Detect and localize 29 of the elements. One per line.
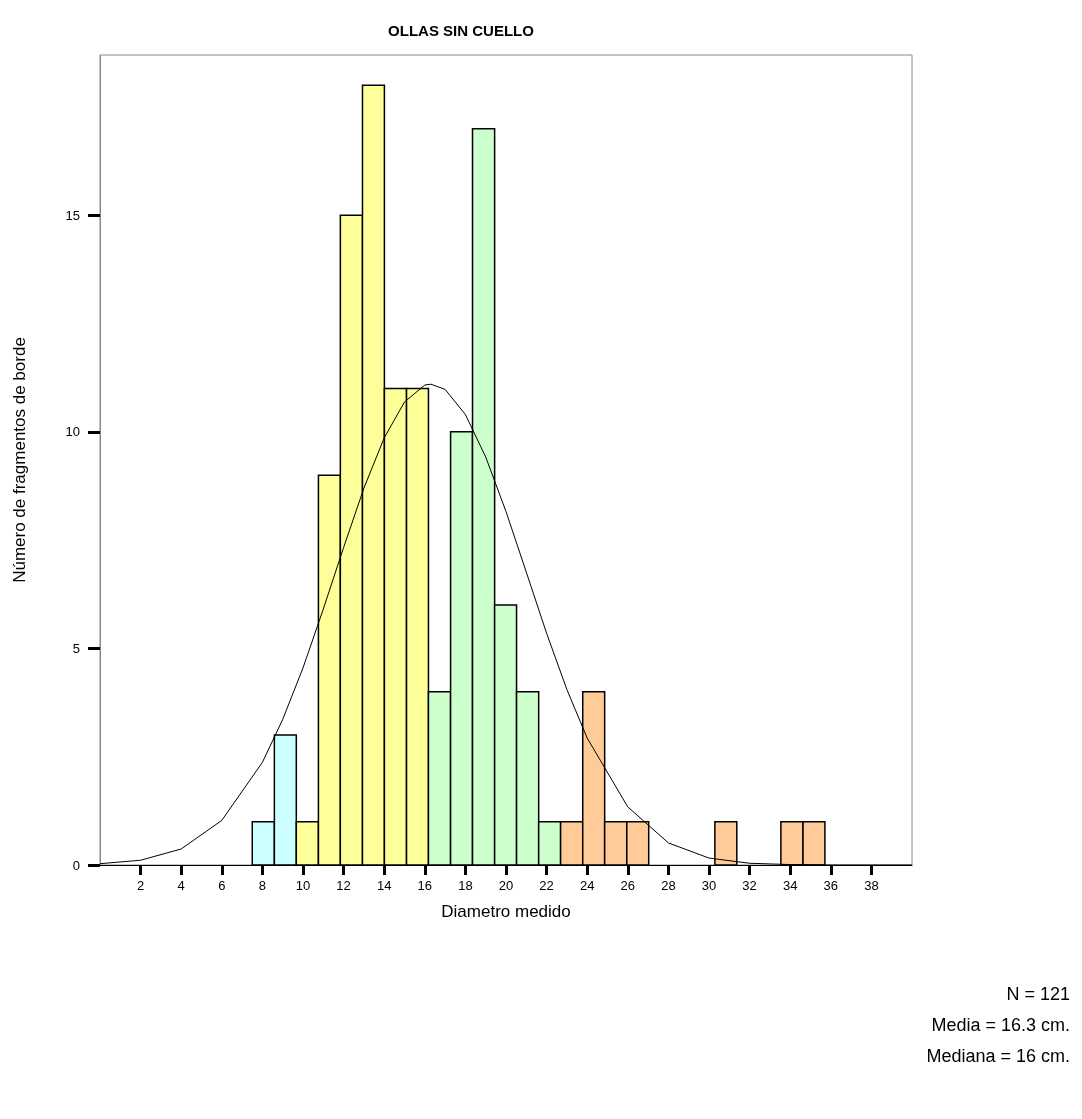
x-tick-label: 24 — [579, 878, 595, 893]
x-tick-label: 6 — [218, 878, 226, 893]
x-tick-label: 20 — [498, 878, 514, 893]
y-axis-title: Número de fragmentos de borde — [10, 337, 29, 583]
chart-title: OLLAS SIN CUELLO — [388, 22, 535, 39]
x-tick-label: 16 — [417, 878, 433, 893]
x-tick-label: 36 — [823, 878, 839, 893]
x-tick-label: 2 — [136, 878, 145, 893]
x-tick-label: 26 — [620, 878, 636, 893]
text: Media = 16.3 cm. — [931, 1015, 1070, 1035]
text: N = 121 — [1006, 984, 1070, 1004]
x-tick-label: 10 — [295, 878, 311, 893]
x-tick-label: 8 — [258, 878, 267, 893]
x-tick-label: 38 — [864, 878, 879, 893]
x-tick-label: 30 — [701, 878, 717, 893]
x-axis-title: Diametro medido — [441, 902, 571, 921]
y-tick-label: 15 — [65, 207, 80, 223]
x-tick-label: 12 — [336, 878, 351, 893]
y-tick-label: 0 — [72, 857, 80, 873]
y-tick-label: 10 — [65, 424, 80, 440]
x-tick-label: 14 — [376, 878, 392, 893]
x-tick-label: 34 — [782, 878, 798, 893]
y-tick-label: 5 — [72, 640, 80, 656]
x-tick-label: 32 — [742, 878, 757, 893]
x-tick-label: 28 — [661, 878, 676, 893]
x-tick-label: 18 — [458, 878, 473, 893]
text: Mediana = 16 cm. — [926, 1046, 1070, 1066]
x-tick-label: 4 — [177, 878, 185, 893]
x-tick-label: 22 — [539, 878, 554, 893]
